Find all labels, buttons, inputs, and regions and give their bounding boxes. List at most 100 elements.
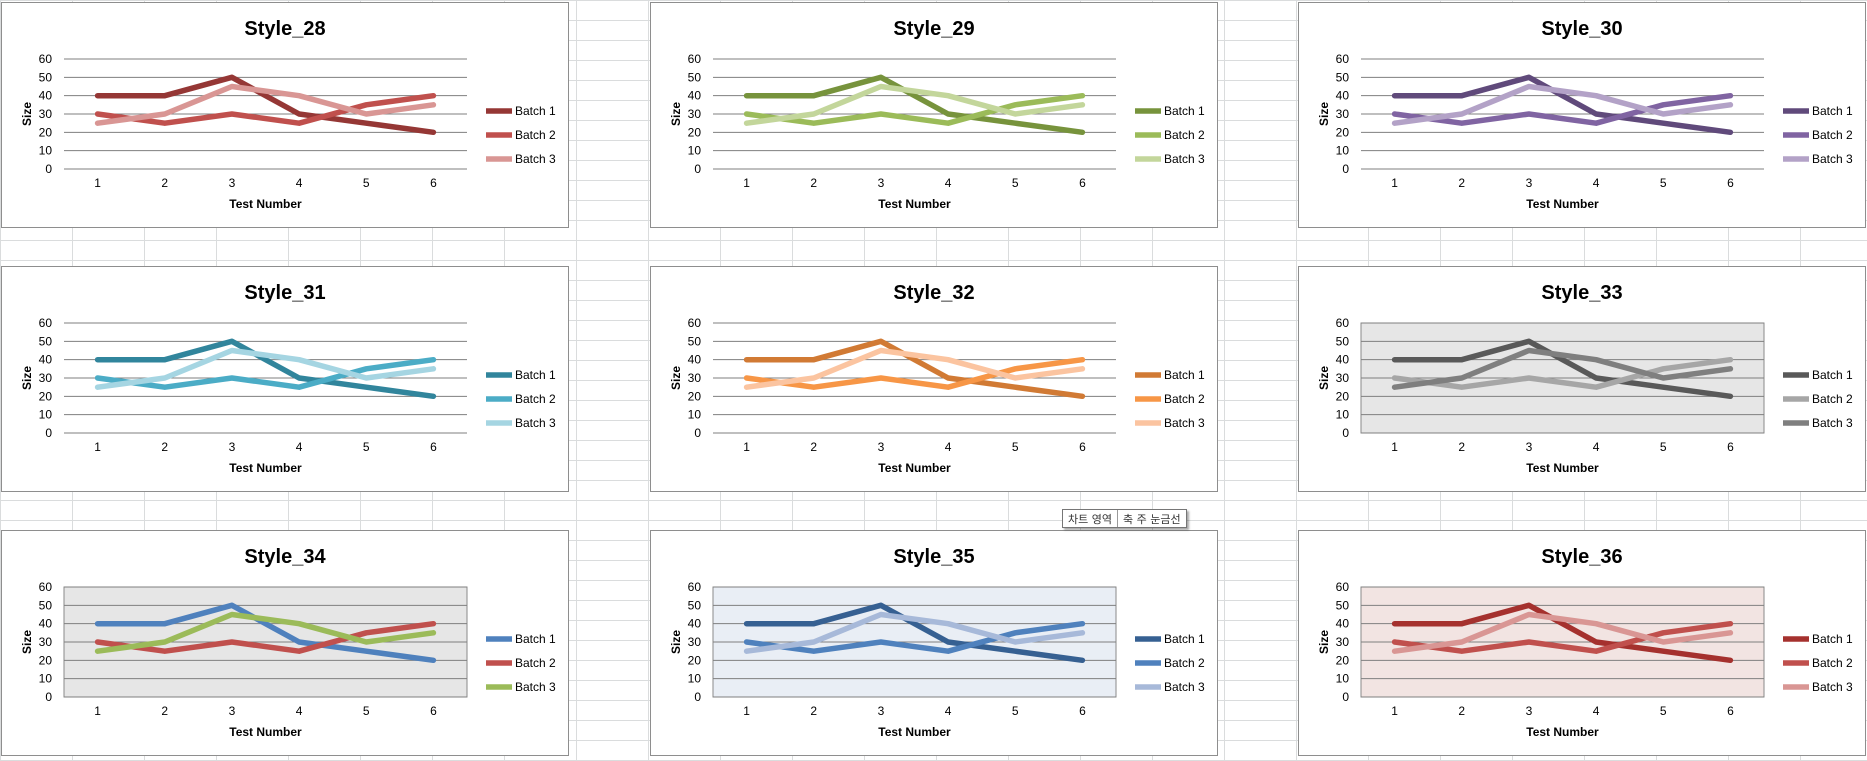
series-line-batch-1[interactable] [94,338,437,400]
series-line-batch-1[interactable] [1391,338,1734,400]
series-line-batch-3[interactable] [743,83,1086,126]
x-axis-label: Test Number [229,197,302,211]
series-line-batch-1[interactable] [1391,602,1734,664]
series-line-batch-2[interactable] [94,92,437,126]
y-tick-label: 60 [1336,52,1350,66]
y-axis-label: Size [669,630,683,654]
legend-label: Batch 1 [1812,632,1853,646]
y-tick-label: 30 [688,107,702,121]
x-tick-label: 2 [810,440,817,454]
y-tick-label: 30 [1336,635,1350,649]
y-tick-label: 60 [1336,580,1350,594]
series-line-batch-3[interactable] [1391,611,1734,654]
y-tick-label: 50 [1336,70,1350,84]
series-line-batch-1[interactable] [743,74,1086,136]
series-line-batch-3[interactable] [743,611,1086,654]
y-tick-label: 0 [694,162,701,176]
series-line-batch-1[interactable] [1391,74,1734,136]
series-line-batch-3[interactable] [94,347,437,390]
y-tick-label: 10 [688,672,702,686]
chart-title: Style_36 [1541,546,1622,568]
chart-title: Style_33 [1541,282,1622,304]
chart-style-29[interactable]: Style_29 0 10 20 30 40 50 60 1 2 3 4 5 6 Test Number Si… [650,2,1218,228]
series-line-batch-3[interactable] [94,83,437,126]
series-line-batch-2[interactable] [743,356,1086,390]
y-tick-label: 0 [45,690,52,704]
y-tick-label: 20 [688,125,702,139]
series-line-batch-3[interactable] [743,347,1086,390]
x-axis-label: Test Number [878,725,951,739]
x-tick-label: 3 [1526,176,1533,190]
y-tick-label: 0 [694,690,701,704]
legend-label: Batch 2 [515,128,556,142]
series-line-batch-1[interactable] [94,74,437,136]
series-line-batch-1[interactable] [743,602,1086,664]
series-line-batch-3[interactable] [94,611,437,654]
x-axis-label: Test Number [1526,197,1599,211]
chart-style-33[interactable]: Style_33 0 10 20 30 40 50 60 1 2 3 4 5 6 Test Number Si… [1298,266,1866,492]
x-tick-label: 2 [161,176,168,190]
y-tick-label: 20 [1336,125,1350,139]
chart-style-32[interactable]: Style_32 0 10 20 30 40 50 60 1 2 3 4 5 6 Test Number Si… [650,266,1218,492]
legend-label: Batch 1 [1812,104,1853,118]
x-tick-label: 2 [1458,704,1465,718]
x-tick-label: 6 [1727,440,1734,454]
x-axis-label: Test Number [1526,461,1599,475]
legend-label: Batch 3 [1812,680,1853,694]
y-tick-label: 10 [39,144,53,158]
series-line-batch-3[interactable] [1391,83,1734,126]
y-axis-label: Size [20,102,34,126]
y-axis-label: Size [20,630,34,654]
legend-label: Batch 1 [515,632,556,646]
series-line-batch-2[interactable] [743,620,1086,654]
legend-label: Batch 1 [1164,632,1205,646]
y-axis-label: Size [1317,366,1331,390]
y-tick-label: 50 [39,70,53,84]
chart-style-35[interactable]: Style_35 0 10 20 30 40 50 60 1 2 3 4 5 6 Test Number Si… [650,530,1218,756]
y-tick-label: 20 [688,653,702,667]
x-tick-label: 1 [743,176,750,190]
y-tick-label: 20 [1336,653,1350,667]
series-line-batch-1[interactable] [743,338,1086,400]
x-tick-label: 4 [1593,704,1600,718]
series-line-batch-2[interactable] [1391,92,1734,126]
y-tick-label: 50 [688,334,702,348]
series-line-batch-2[interactable] [94,356,437,390]
y-tick-label: 0 [45,162,52,176]
series-line-batch-3[interactable] [1391,347,1734,390]
y-tick-label: 0 [1342,426,1349,440]
x-tick-label: 4 [945,704,952,718]
x-tick-label: 2 [161,704,168,718]
series-line-batch-2[interactable] [94,620,437,654]
y-tick-label: 60 [39,52,53,66]
chart-style-30[interactable]: Style_30 0 10 20 30 40 50 60 1 2 3 4 5 6 Test Number Si… [1298,2,1866,228]
x-tick-label: 5 [1012,704,1019,718]
y-tick-label: 60 [39,316,53,330]
x-tick-label: 5 [1660,704,1667,718]
tooltip-separator [1116,510,1118,527]
chart-style-28[interactable]: Style_28 0 10 20 30 40 50 60 1 2 3 4 5 6 Test Number Si… [1,2,569,228]
y-tick-label: 20 [39,389,53,403]
chart-style-36[interactable]: Style_36 0 10 20 30 40 50 60 1 2 3 4 5 6 Test Number Si… [1298,530,1866,756]
series-line-batch-2[interactable] [1391,356,1734,390]
chart-tooltip: 차트 영역 축 주 눈금선 [1062,509,1187,528]
x-tick-label: 1 [94,176,101,190]
y-tick-label: 10 [1336,672,1350,686]
legend-label: Batch 2 [1164,128,1205,142]
x-axis-label: Test Number [229,725,302,739]
legend-label: Batch 2 [515,656,556,670]
series-line-batch-2[interactable] [743,92,1086,126]
y-tick-label: 30 [39,371,53,385]
series-line-batch-1[interactable] [94,602,437,664]
chart-style-31[interactable]: Style_31 0 10 20 30 40 50 60 1 2 3 4 5 6 Test Number Si… [1,266,569,492]
chart-title: Style_29 [893,18,974,40]
legend-label: Batch 2 [1812,656,1853,670]
chart-style-34[interactable]: Style_34 0 10 20 30 40 50 60 1 2 3 4 5 6 Test Number Si… [1,530,569,756]
x-tick-label: 6 [1079,704,1086,718]
x-tick-label: 6 [430,440,437,454]
y-tick-label: 40 [39,617,53,631]
x-tick-label: 1 [94,704,101,718]
x-tick-label: 1 [1391,704,1398,718]
series-line-batch-2[interactable] [1391,620,1734,654]
chart-svg: Style_36 0 10 20 30 40 50 60 1 2 3 4 5 6 Test Number Si… [1317,546,1853,739]
